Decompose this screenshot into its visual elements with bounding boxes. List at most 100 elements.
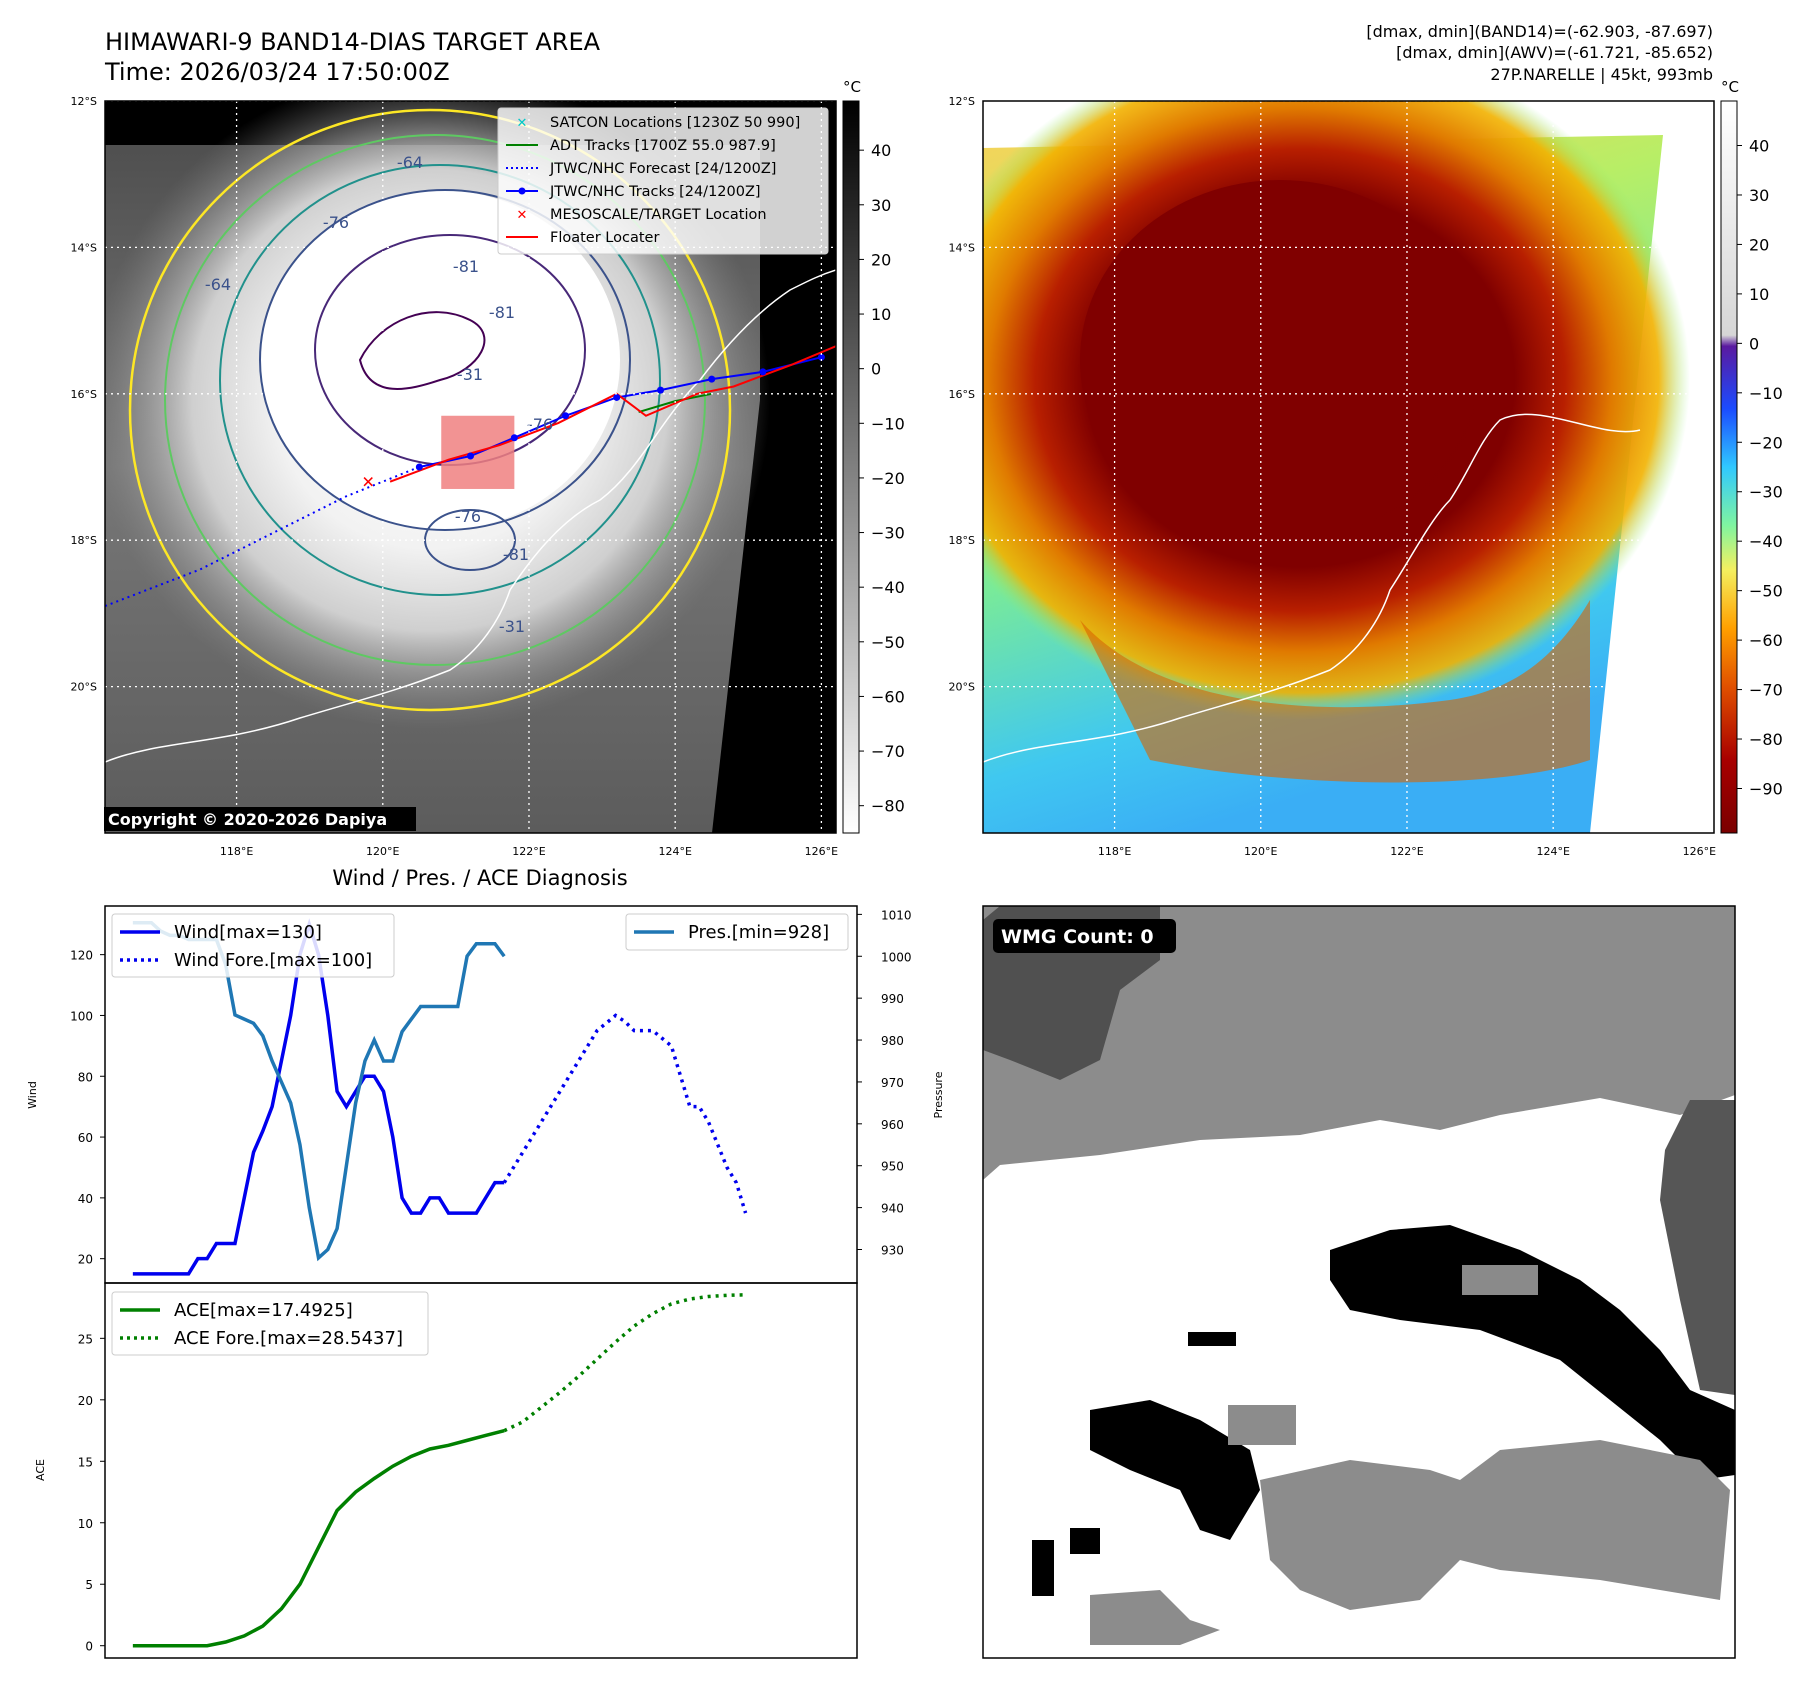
diagnosis-chart-title: Wind / Pres. / ACE Diagnosis: [332, 866, 627, 890]
pressure-tick-label: 1000: [881, 950, 912, 964]
right-colorbar-tick-label: 30: [1749, 186, 1769, 205]
ace-forecast-line: [503, 1293, 746, 1433]
left-colorbar-tick-label: −40: [871, 578, 905, 597]
copyright-text: Copyright © 2020-2026 Dapiya: [108, 810, 387, 829]
right-colorbar-tick-label: 10: [1749, 285, 1769, 304]
map-legend-label: ADT Tracks [1700Z 55.0 987.9]: [550, 138, 776, 154]
left-colorbar-tick-label: −30: [871, 524, 905, 543]
right-map-lat-label: 16°S: [949, 388, 975, 401]
right-map-lon-label: 126°E: [1683, 845, 1716, 858]
jtwc-track-point: [708, 375, 716, 383]
ace-tick-label: 20: [78, 1394, 93, 1408]
contour-labels: -64 -76 -81 -64 -76 -81 -76 -81 -31 -31: [205, 153, 553, 636]
contour-label: -76: [527, 415, 553, 434]
left-map-lon-label: 118°E: [220, 845, 253, 858]
right-colorbar-tick-label: −40: [1749, 532, 1783, 551]
pressure-tick-label: 980: [881, 1034, 904, 1048]
right-map-lat-label: 14°S: [949, 241, 975, 254]
map-legend-label: JTWC/NHC Forecast [24/1200Z]: [549, 161, 776, 177]
left-colorbar-tick-label: 0: [871, 360, 881, 379]
left-colorbar-tick-label: 30: [871, 196, 891, 215]
contour-purple: [358, 311, 486, 390]
ace-tick-label: 25: [78, 1332, 93, 1346]
right-colorbar-tick-label: −80: [1749, 730, 1783, 749]
left-map-lon-label: 126°E: [805, 845, 838, 858]
jtwc-track-point: [657, 386, 665, 394]
left-colorbar-tick-label: 40: [871, 141, 891, 160]
pressure-tick-label: 970: [881, 1076, 904, 1090]
right-map-lat-label: 18°S: [949, 534, 975, 547]
wind-axis-label: Wind: [26, 1081, 39, 1109]
figure-title-line2: Time: 2026/03/24 17:50:00Z: [104, 58, 450, 86]
left-map-lon-label: 124°E: [658, 845, 691, 858]
pressure-legend-box: [625, 913, 849, 951]
contour-label: -81: [453, 257, 479, 276]
contour-blue: [259, 189, 631, 531]
wind-tick-label: 60: [78, 1131, 93, 1145]
wind-tick-label: 40: [78, 1192, 93, 1206]
left-colorbar-tick-label: −10: [871, 414, 905, 433]
right-colorbar: °C 40 30 20 10 0 −10 −20 −30 −40 −50 −60 −70 −80 −90: [1720, 78, 1783, 834]
wind-legend-label-0: Wind[max=130]: [174, 922, 322, 943]
contour-label: -64: [397, 153, 423, 172]
contour-label: -81: [503, 545, 529, 564]
wmg-count-box: [993, 919, 1176, 953]
left-map-panel: ✕ -64 -76 -81 -64 -76 -81 -76 -81 -31 -31 12°S 14°…: [71, 95, 839, 858]
right-map-lat-labels: 12°S 14°S 16°S 18°S 20°S: [949, 95, 975, 694]
right-colorbar-tick-label: −70: [1749, 681, 1783, 700]
right-colorbar-ticks: 40 30 20 10 0 −10 −20 −30 −40 −50 −60 −70 −80 −90: [1737, 137, 1783, 798]
right-map-lon-label: 124°E: [1536, 845, 1569, 858]
wmg-gray-top: [983, 906, 1735, 1180]
wmg-gray-block: [1228, 1405, 1296, 1445]
right-map-lat-label: 12°S: [949, 95, 975, 108]
jtwc-track-point: [562, 412, 570, 420]
ace-legend-label-0: ACE[max=17.4925]: [174, 1300, 353, 1321]
wind-line: [132, 918, 505, 1276]
pressure-tick-label: 930: [881, 1243, 904, 1257]
wind-legend-box: [111, 913, 395, 978]
wmg-panel: WMG Count: 0: [982, 905, 1736, 1659]
left-map-nodata: [712, 101, 836, 833]
ace-legend-box: [111, 1291, 429, 1356]
jtwc-track-point: [510, 434, 518, 442]
wmg-black-arc: [1330, 1225, 1735, 1480]
right-colorbar-tick-label: 20: [1749, 235, 1769, 254]
right-colorbar-tick-label: −50: [1749, 582, 1783, 601]
left-map-lat-label: 16°S: [71, 388, 97, 401]
left-colorbar-tick-label: −20: [871, 469, 905, 488]
pressure-tick-label: 950: [881, 1160, 904, 1174]
jtwc-forecast-track: [105, 466, 420, 608]
jtwc-track-point: [759, 368, 767, 376]
contour-label: -76: [455, 507, 481, 526]
right-colorbar-tick-label: −20: [1749, 433, 1783, 452]
info-line2: [dmax, dmin](AWV)=(-61.721, -85.652): [1396, 43, 1713, 62]
wmg-black-small-1: [1032, 1540, 1054, 1596]
figure-title-line1: HIMAWARI-9 BAND14-DIAS TARGET AREA: [105, 28, 601, 56]
wind-forecast-line: [502, 1013, 748, 1214]
jtwc-track-point: [467, 452, 474, 460]
pressure-axis-ticks: 930 940 950 960 970 980 990 1000 1010: [857, 908, 912, 1257]
left-colorbar-unit: °C: [843, 78, 861, 96]
wmg-black-small-2: [1070, 1528, 1100, 1554]
left-map-lat-label: 14°S: [71, 241, 97, 254]
wind-tick-label: 120: [70, 949, 93, 963]
map-legend-box: [497, 107, 829, 255]
right-map-lon-label: 118°E: [1098, 845, 1131, 858]
left-colorbar-tick-label: 20: [871, 250, 891, 269]
map-legend-entries: ✕ SATCON Locations [1230Z 50 990] ADT Trac…: [506, 115, 800, 246]
contour-label: -76: [323, 213, 349, 232]
right-colorbar-tick-label: −10: [1749, 384, 1783, 403]
left-colorbar-tick-label: −80: [871, 797, 905, 816]
ace-tick-label: 10: [78, 1517, 93, 1531]
map-legend-label: SATCON Locations [1230Z 50 990]: [550, 115, 800, 131]
contour-label: -31: [457, 365, 483, 384]
coastline-left: [105, 269, 836, 763]
contour-label: -81: [489, 303, 515, 322]
jtwc-track-point: [613, 393, 621, 401]
jtwc-track-point: [817, 353, 825, 361]
right-colorbar-bar: [1720, 100, 1738, 834]
right-map-lon-labels: 118°E 120°E 122°E 124°E 126°E: [1098, 845, 1716, 858]
left-colorbar-tick-label: −50: [871, 633, 905, 652]
pressure-tick-label: 990: [881, 992, 904, 1006]
